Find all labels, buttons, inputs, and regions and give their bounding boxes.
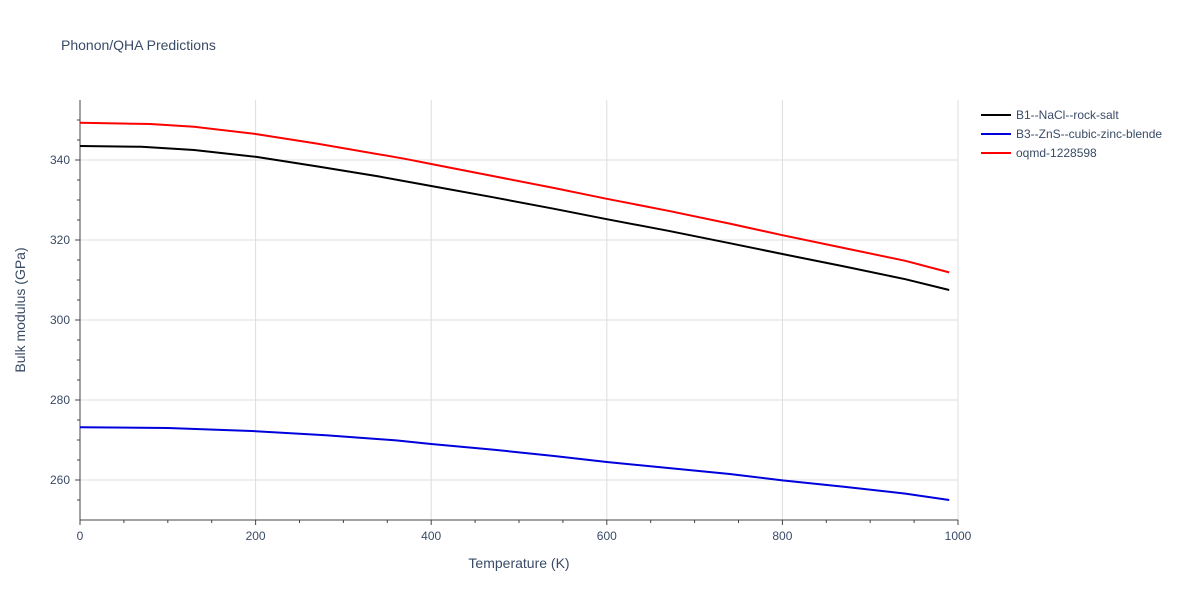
y-tick-label: 320 (50, 233, 70, 247)
grid-lines (80, 100, 959, 520)
x-tick-label: 600 (597, 529, 617, 543)
x-tick-label: 400 (421, 529, 441, 543)
x-tick-label: 800 (772, 529, 792, 543)
y-tick-label: 340 (50, 153, 70, 167)
x-tick-label: 200 (246, 529, 266, 543)
y-tick-label: 260 (50, 473, 70, 487)
series-line-0 (79, 145, 950, 291)
x-axis-title: Temperature (K) (468, 555, 569, 571)
y-tick-label: 300 (50, 313, 70, 327)
y-tick-label: 280 (50, 393, 70, 407)
y-axis-title: Bulk modulus (GPa) (12, 247, 28, 372)
series-line-1 (79, 426, 950, 501)
x-tick-label: 0 (77, 529, 84, 543)
series-line-2 (79, 121, 950, 274)
series-group (79, 121, 950, 501)
x-tick-label: 1000 (945, 529, 972, 543)
legend-label: B1--NaCl--rock-salt (1016, 108, 1119, 122)
legend: B1--NaCl--rock-salt B3--ZnS--cubic-zinc-b… (981, 108, 1162, 160)
legend-label: B3--ZnS--cubic-zinc-blende (1016, 127, 1162, 141)
legend-label: oqmd-1228598 (1016, 146, 1097, 160)
axes: 0 200 400 600 800 1000 260 280 300 320 340 (50, 100, 972, 543)
chart-title: Phonon/QHA Predictions (61, 37, 216, 53)
